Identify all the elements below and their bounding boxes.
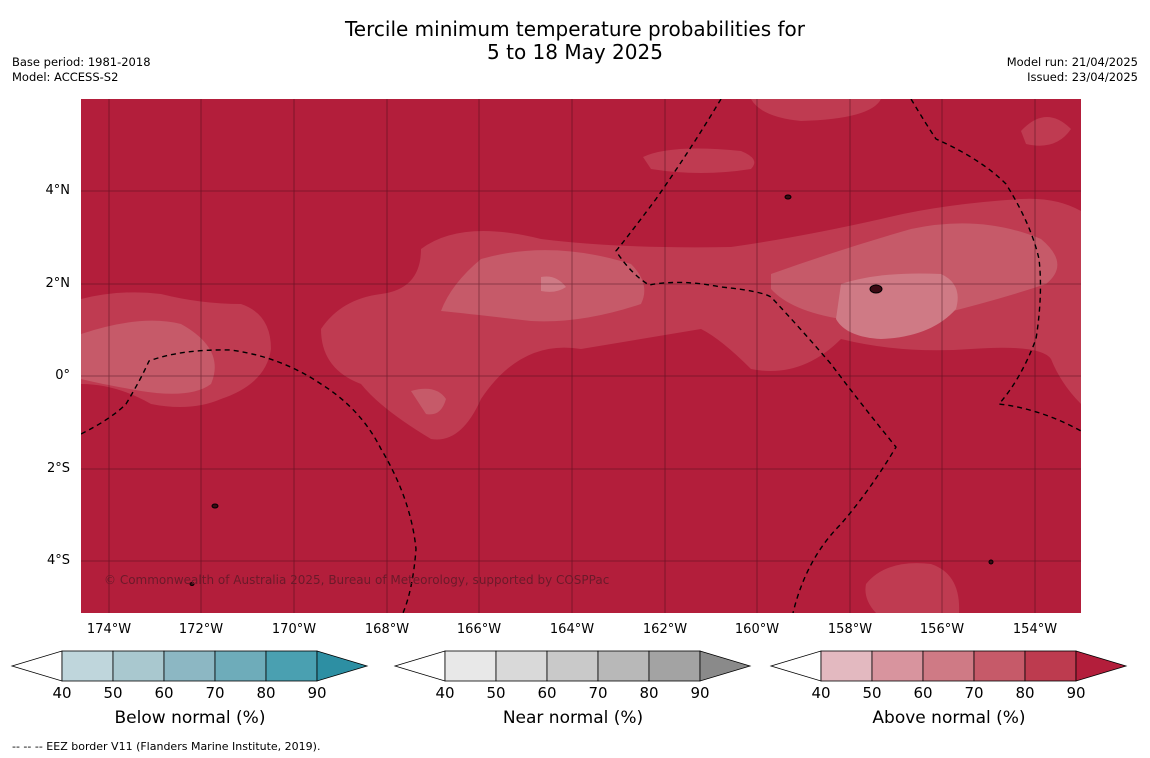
- cb-below-tick: 40: [52, 684, 72, 702]
- colorbar-below: [10, 650, 369, 682]
- colorbar-above: [769, 650, 1128, 682]
- eez-legend: -- -- -- EEZ border V11 (Flanders Marine…: [12, 740, 321, 753]
- island-east-south: [988, 559, 994, 565]
- region-80-nw-top: [751, 99, 881, 121]
- lon-label-162w: 162°W: [642, 622, 688, 637]
- lat-label-0: 0°: [55, 368, 70, 383]
- cb-above-arrow-left: [769, 650, 822, 682]
- region-80-north: [643, 148, 755, 173]
- cb-above-tick: 50: [862, 684, 882, 702]
- cb-near-arrow-left: [393, 650, 446, 682]
- lat-label-4n: 4°N: [45, 183, 71, 198]
- title-line-1: Tercile minimum temperature probabilitie…: [344, 17, 806, 41]
- island-west-2: [189, 582, 195, 586]
- cb-below-tick: 80: [256, 684, 276, 702]
- cb-above-tick: 90: [1066, 684, 1086, 702]
- cb-near-tick: 90: [690, 684, 710, 702]
- cb-below-arrow-right: [316, 650, 369, 682]
- cb-below-60: [163, 650, 216, 682]
- lon-label-154w: 154°W: [1012, 622, 1058, 637]
- cb-above-arrow-right: [1075, 650, 1128, 682]
- cb-near-40: [444, 650, 497, 682]
- colorbar-near: [393, 650, 752, 682]
- cb-above-60: [922, 650, 975, 682]
- cb-below-tick: 60: [154, 684, 174, 702]
- cb-near-50: [495, 650, 548, 682]
- title-line-2: 5 to 18 May 2025: [487, 40, 663, 64]
- cb-near-80: [648, 650, 701, 682]
- cb-near-arrow-right: [699, 650, 752, 682]
- cb-near-tick: 60: [537, 684, 557, 702]
- cb-below-80: [265, 650, 318, 682]
- colorbars: [10, 650, 1128, 682]
- lon-label-164w: 164°W: [549, 622, 595, 637]
- lat-label-2n: 2°N: [45, 276, 71, 291]
- model-name: Model: ACCESS-S2: [12, 70, 119, 84]
- probability-map: © Commonwealth of Australia 2025, Bureau…: [81, 99, 1081, 613]
- map-copyright: © Commonwealth of Australia 2025, Bureau…: [104, 573, 609, 587]
- lon-label-172w: 172°W: [178, 622, 224, 637]
- islands: [189, 194, 994, 586]
- lat-label-4s: 4°S: [46, 553, 70, 568]
- base-period: Base period: 1981-2018: [12, 55, 151, 69]
- cb-above-tick: 60: [913, 684, 933, 702]
- cb-near-tick: 70: [588, 684, 608, 702]
- region-80-south: [865, 563, 960, 613]
- cb-above-tick: 40: [811, 684, 831, 702]
- region-70-south-lobe: [411, 388, 446, 415]
- lon-label-160w: 160°W: [734, 622, 780, 637]
- region-70-west: [81, 320, 215, 394]
- island-west-1: [211, 503, 219, 509]
- lon-label-170w: 170°W: [271, 622, 317, 637]
- lat-label-2s: 2°S: [46, 461, 70, 476]
- lon-label-166w: 166°W: [456, 622, 502, 637]
- cb-above-title: Above normal (%): [872, 708, 1026, 728]
- cb-near-tick: 50: [486, 684, 506, 702]
- lon-label-174w: 174°W: [86, 622, 132, 637]
- meta-right: Model run: 21/04/2025 Issued: 23/04/2025: [1007, 55, 1138, 85]
- eez-borders: [81, 99, 1081, 613]
- cb-below-70: [214, 650, 267, 682]
- cb-near-70: [597, 650, 650, 682]
- cb-near-tick: 40: [435, 684, 455, 702]
- eez-border-central: [615, 99, 897, 613]
- cb-near-tick: 80: [639, 684, 659, 702]
- map-title: Tercile minimum temperature probabilitie…: [0, 18, 1150, 64]
- gridlines: [81, 99, 1081, 613]
- region-60-east: [836, 273, 958, 339]
- cb-below-tick: 50: [103, 684, 123, 702]
- cb-below-tick: 70: [205, 684, 225, 702]
- cb-below-40: [61, 650, 114, 682]
- cb-below-title: Below normal (%): [114, 708, 266, 728]
- cb-above-50: [871, 650, 924, 682]
- cb-below-50: [112, 650, 165, 682]
- cb-above-40: [820, 650, 873, 682]
- lon-label-158w: 158°W: [827, 622, 873, 637]
- cb-near-title: Near normal (%): [502, 708, 644, 728]
- issued-date: Issued: 23/04/2025: [1027, 70, 1138, 84]
- cb-below-arrow-left: [10, 650, 63, 682]
- eez-border-west: [81, 349, 417, 613]
- meta-left: Base period: 1981-2018 Model: ACCESS-S2: [12, 55, 151, 85]
- region-80-northeast: [1021, 116, 1071, 146]
- cb-above-tick: 70: [964, 684, 984, 702]
- cb-above-tick: 80: [1015, 684, 1035, 702]
- cb-near-60: [546, 650, 599, 682]
- cb-below-tick: 90: [307, 684, 327, 702]
- cb-above-70: [973, 650, 1026, 682]
- lon-label-168w: 168°W: [364, 622, 410, 637]
- island-kiritimati: [869, 284, 883, 294]
- cb-above-80: [1024, 650, 1077, 682]
- lon-label-156w: 156°W: [919, 622, 965, 637]
- island-baker: [784, 194, 792, 200]
- model-run: Model run: 21/04/2025: [1006, 55, 1138, 69]
